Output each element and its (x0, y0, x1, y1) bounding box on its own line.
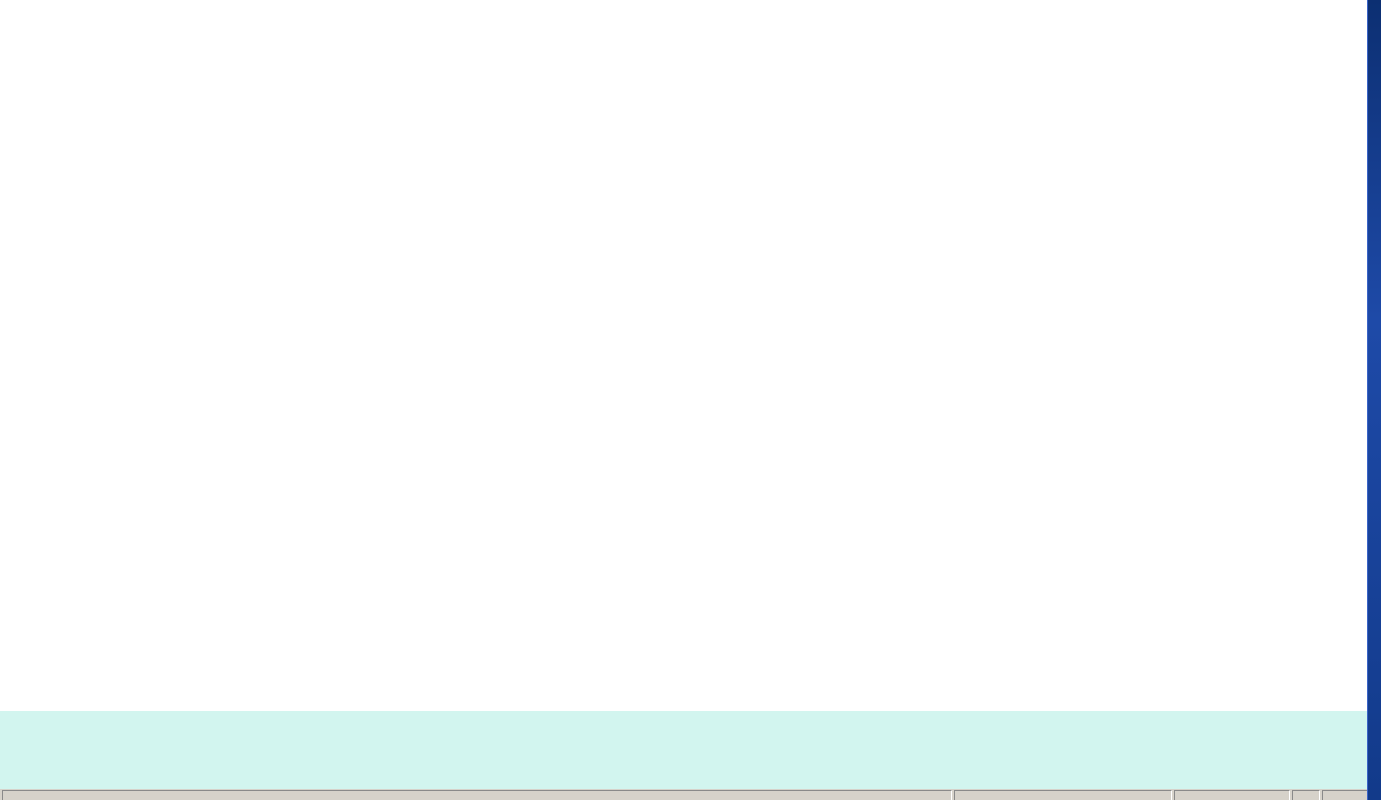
status-panel (1322, 790, 1368, 800)
chart-plot[interactable] (148, 65, 1214, 673)
status-panel (954, 790, 1172, 800)
status-panel (1174, 790, 1290, 800)
status-panel (1292, 790, 1320, 800)
status-panel (2, 790, 952, 800)
summary-table (0, 710, 1368, 790)
status-bar (0, 789, 1368, 800)
window-border (1367, 0, 1381, 800)
